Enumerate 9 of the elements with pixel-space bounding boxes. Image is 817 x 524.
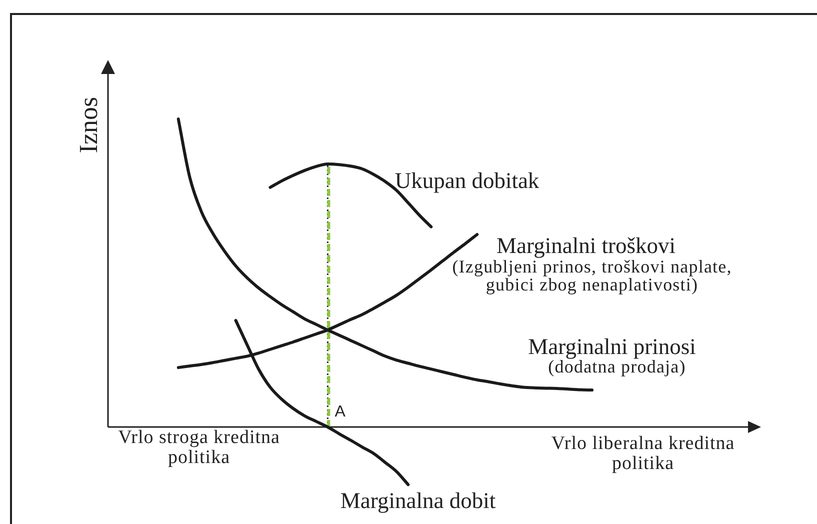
annotation: Vrlo stroga kreditna politika <box>118 426 280 468</box>
series-label: Marginalna dobit <box>340 488 496 513</box>
series-label: Ukupan dobitak <box>394 168 540 193</box>
annotation: A <box>334 403 346 420</box>
series-label: Marginalni troškovi <box>496 232 676 258</box>
annotation: Vrlo liberalna kreditna politika <box>551 432 735 474</box>
y-axis-title: Iznos <box>74 96 103 154</box>
annotation: (Izgubljeni prinos, troškovi naplate, gubici zbog nenaplativosti) <box>452 256 732 295</box>
series-label: Marginalni prinosi <box>528 334 696 359</box>
